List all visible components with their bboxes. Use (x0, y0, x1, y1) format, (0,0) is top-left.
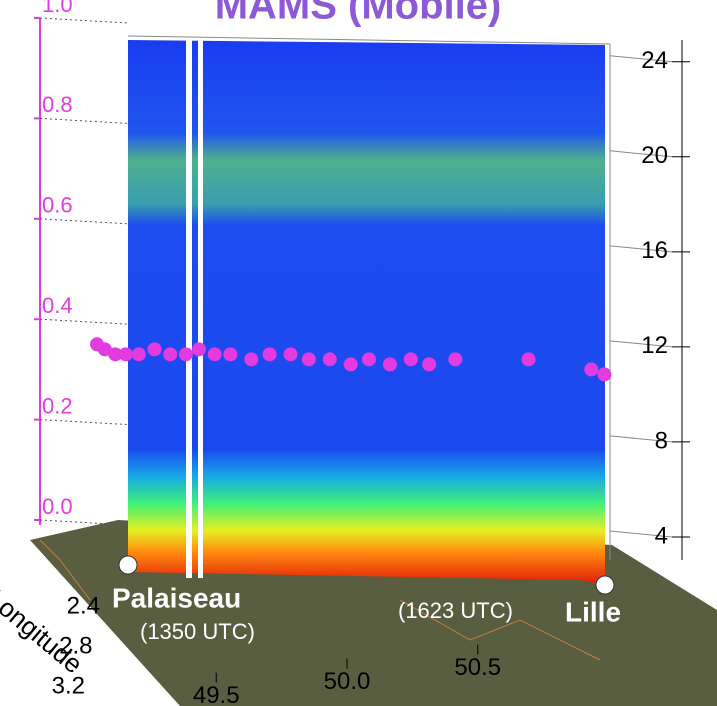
site-time: (1623 UTC) (398, 598, 513, 623)
y-tick-label: 0.0 (42, 494, 73, 519)
aerosol-point (178, 347, 193, 362)
x-tick-label: 50.0 (324, 668, 371, 695)
site-marker (118, 555, 138, 575)
y-tick-label: 0.2 (42, 393, 73, 418)
aerosol-point (448, 352, 463, 367)
y-tick-label: 0.6 (42, 193, 73, 218)
grid-line (39, 218, 129, 225)
aerosol-point (382, 357, 397, 372)
aerosol-point (163, 347, 178, 362)
y2-tick-label: 12 (641, 332, 668, 359)
grid-line (609, 435, 673, 443)
data-gap (198, 38, 203, 578)
road (39, 539, 91, 601)
road (399, 599, 601, 661)
grid-line (609, 530, 673, 538)
aerosol-point (322, 352, 337, 367)
aerosol-point (97, 342, 112, 357)
aerosol-point (521, 352, 536, 367)
grid-line (39, 419, 129, 426)
grid-line (609, 245, 673, 253)
lidar-curtain (128, 40, 605, 585)
y2-tick-label: 8 (655, 427, 668, 454)
aerosol-point (147, 342, 162, 357)
data-gap (186, 38, 192, 578)
aerosol-point (362, 352, 376, 367)
aerosol-point (207, 347, 222, 362)
y2-tick-label: 16 (641, 237, 668, 264)
aerosol-point (422, 357, 437, 372)
chart-title: MAMS (Mobile) (215, 0, 502, 28)
site-label: Lille (565, 596, 621, 627)
aerosol-point (584, 362, 599, 377)
y-tick-label: 0.8 (42, 92, 73, 117)
z-tick-label: 2.8 (59, 632, 92, 659)
site-time: (1350 UTC) (140, 619, 255, 644)
site-marker (595, 575, 615, 595)
grid-line (609, 340, 673, 348)
aerosol-point (283, 347, 298, 362)
aerosol-point (108, 347, 123, 362)
grid-line (39, 318, 129, 325)
y2-tick-label: 24 (641, 47, 668, 74)
aerosol-point (343, 357, 358, 372)
z-tick-label: 2.4 (67, 592, 100, 619)
y2-tick-label: 20 (641, 142, 668, 169)
y-tick-label: 0.4 (42, 293, 73, 318)
grid-line (609, 55, 673, 63)
aerosol-point (244, 352, 259, 367)
z-tick-label: 3.2 (52, 672, 85, 699)
aerosol-point (597, 367, 612, 382)
y2-tick-label: 4 (655, 522, 668, 549)
grid-line (39, 17, 129, 24)
aerosol-point (192, 342, 206, 357)
y-tick-label: 1.0 (42, 0, 73, 17)
aerosol-point (118, 347, 133, 362)
aerosol-point (301, 352, 316, 367)
aerosol-point (223, 347, 238, 362)
x-tick-label: 49.5 (193, 682, 240, 706)
grid-line (39, 117, 129, 124)
aerosol-point (131, 347, 146, 362)
site-label: Palaiseau (112, 582, 241, 613)
aerosol-point (262, 347, 277, 362)
x-tick-label: 50.5 (454, 654, 501, 681)
frame-line (127, 35, 611, 45)
grid-line (609, 150, 673, 158)
aerosol-point (403, 352, 418, 367)
